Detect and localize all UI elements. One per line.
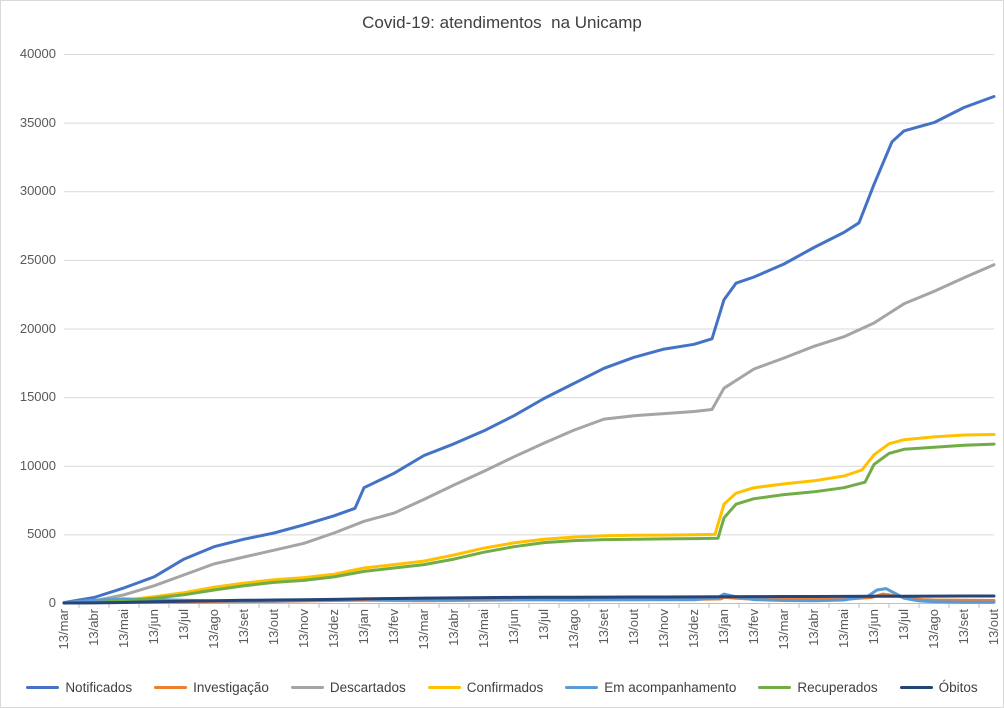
chart-title: Covid-19: atendimentos na Unicamp (362, 13, 642, 32)
legend-label: Notificados (65, 680, 133, 695)
legend-line-icon (758, 686, 792, 689)
series-line-confirmados (62, 433, 996, 605)
x-axis-tick-label: 13/jan (356, 609, 371, 645)
x-axis-tick-label: 13/dez (686, 609, 701, 649)
x-axis-tick-label: 13/jun (146, 609, 161, 645)
x-axis-tick-label: 13/set (956, 609, 971, 645)
x-axis-tick-label: 13/set (596, 609, 611, 645)
legend-label: Descartados (329, 680, 406, 695)
series-line-óbitos (62, 594, 996, 605)
legend-line-icon (154, 686, 188, 689)
legend-item-notificados: Notificados (26, 680, 132, 695)
legend-label: Confirmados (466, 680, 544, 695)
legend-line-icon (290, 686, 324, 689)
legend-line-icon (565, 686, 599, 689)
x-axis-tick-label: 13/ago (206, 609, 221, 649)
x-axis-tick-label: 13/mai (116, 609, 131, 649)
legend-label: Em acompanhamento (604, 680, 737, 695)
legend-item-recuperados: Recuperados (758, 680, 878, 695)
x-axis-tick-label: 13/jul (176, 609, 191, 641)
x-axis-tick-label: 13/out (266, 609, 281, 646)
legend-item-investigação: Investigação (154, 680, 269, 695)
x-axis-tick-label: 13/jun (506, 609, 521, 645)
legend-item-em-acompanhamento: Em acompanhamento (565, 680, 736, 695)
x-axis-tick-label: 13/dez (326, 609, 341, 649)
x-axis-tick-label: 13/set (236, 609, 251, 645)
series-line-descartados (62, 263, 996, 605)
legend-line-icon (427, 686, 461, 689)
y-axis-tick-label: 15000 (19, 389, 56, 405)
y-axis-tick-label: 25000 (19, 251, 56, 267)
y-axis-tick-label: 40000 (19, 46, 56, 61)
legend-item-descartados: Descartados (290, 680, 406, 695)
legend-item-óbitos: Óbitos (899, 680, 978, 695)
legend-line-icon (26, 686, 60, 689)
x-axis-tick-label: 13/nov (656, 609, 671, 649)
x-axis-tick-label: 13/mar (416, 609, 431, 650)
x-axis-tick-label: 13/abr (446, 609, 461, 646)
x-axis-tick-label: 13/jun (866, 609, 881, 645)
x-axis-tick-label: 13/mai (836, 609, 851, 649)
y-axis-tick-label: 20000 (19, 320, 56, 336)
series-line-recuperados (62, 442, 996, 605)
y-axis-tick-label: 10000 (19, 457, 56, 473)
legend-label: Recuperados (797, 680, 878, 695)
legend-label: Óbitos (938, 680, 978, 695)
legend-line-icon (899, 686, 933, 689)
x-axis-tick-label: 13/out (626, 609, 641, 646)
x-axis-tick-label: 13/mai (476, 609, 491, 649)
x-axis-tick-label: 13/nov (296, 609, 311, 649)
x-axis-tick-label: 13/ago (566, 609, 581, 649)
x-axis-tick-label: 13/fev (746, 609, 761, 645)
x-axis-tick-label: 13/out (986, 609, 1001, 646)
x-axis-tick-label: 13/jul (896, 609, 911, 641)
legend-item-confirmados: Confirmados (427, 680, 544, 695)
series-line-notificados (62, 95, 996, 605)
x-axis-tick-label: 13/abr (806, 609, 821, 646)
x-axis-tick-label: 13/jul (536, 609, 551, 641)
x-axis-tick-label: 13/jan (716, 609, 731, 645)
x-axis-tick-label: 13/fev (386, 609, 401, 645)
y-axis-tick-label: 35000 (19, 114, 56, 130)
x-axis-tick-label: 13/mar (776, 609, 791, 650)
y-axis-tick-label: 5000 (27, 526, 56, 542)
y-axis-tick-label: 30000 (19, 183, 56, 199)
x-axis-tick-label: 13/ago (926, 609, 941, 649)
y-axis-tick-label: 0 (48, 595, 56, 610)
x-axis-tick-label: 13/abr (86, 609, 101, 646)
x-axis-tick-label: 13/mar (56, 609, 71, 650)
legend: Notificados Investigação Descartados Confir… (1, 680, 1003, 695)
legend-label: Investigação (193, 680, 269, 695)
